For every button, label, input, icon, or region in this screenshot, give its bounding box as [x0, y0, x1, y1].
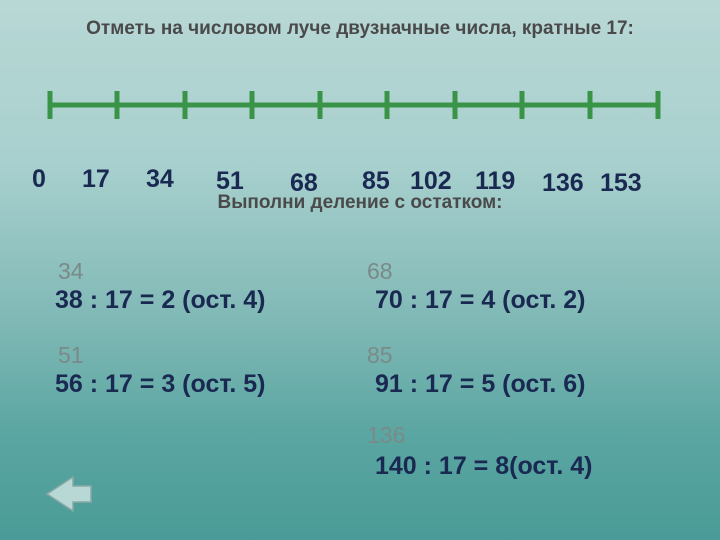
equation: 91 : 17 = 5 (ост. 6) — [375, 370, 586, 399]
hint-value: 68 — [367, 258, 393, 285]
page-title: Отметь на числовом луче двузначные числа… — [0, 0, 720, 40]
numberline-label[interactable]: 0 — [32, 165, 46, 194]
numberline-label[interactable]: 68 — [290, 169, 318, 198]
numberline-label[interactable]: 119 — [475, 167, 515, 196]
numberline-svg — [45, 80, 665, 130]
hint-value: 34 — [58, 258, 84, 285]
hint-value: 136 — [367, 422, 405, 449]
equation: 56 : 17 = 3 (ост. 5) — [55, 370, 266, 399]
equation: 70 : 17 = 4 (ост. 2) — [375, 286, 586, 315]
numberline-label[interactable]: 17 — [82, 165, 110, 194]
numberline-label[interactable]: 153 — [600, 169, 642, 198]
hint-value: 51 — [58, 342, 84, 369]
equation: 140 : 17 = 8(ост. 4) — [375, 452, 592, 481]
back-arrow-icon — [45, 473, 93, 515]
numberline-label[interactable]: 85 — [362, 167, 390, 196]
numberline-label[interactable]: 34 — [146, 165, 174, 194]
numberline — [45, 80, 665, 130]
back-arrow-button[interactable] — [45, 473, 93, 520]
numberline-label[interactable]: 51 — [216, 167, 244, 196]
equation: 38 : 17 = 2 (ост. 4) — [55, 286, 266, 315]
hint-value: 85 — [367, 342, 393, 369]
numberline-label[interactable]: 102 — [410, 167, 452, 196]
numberline-label[interactable]: 136 — [542, 169, 584, 198]
